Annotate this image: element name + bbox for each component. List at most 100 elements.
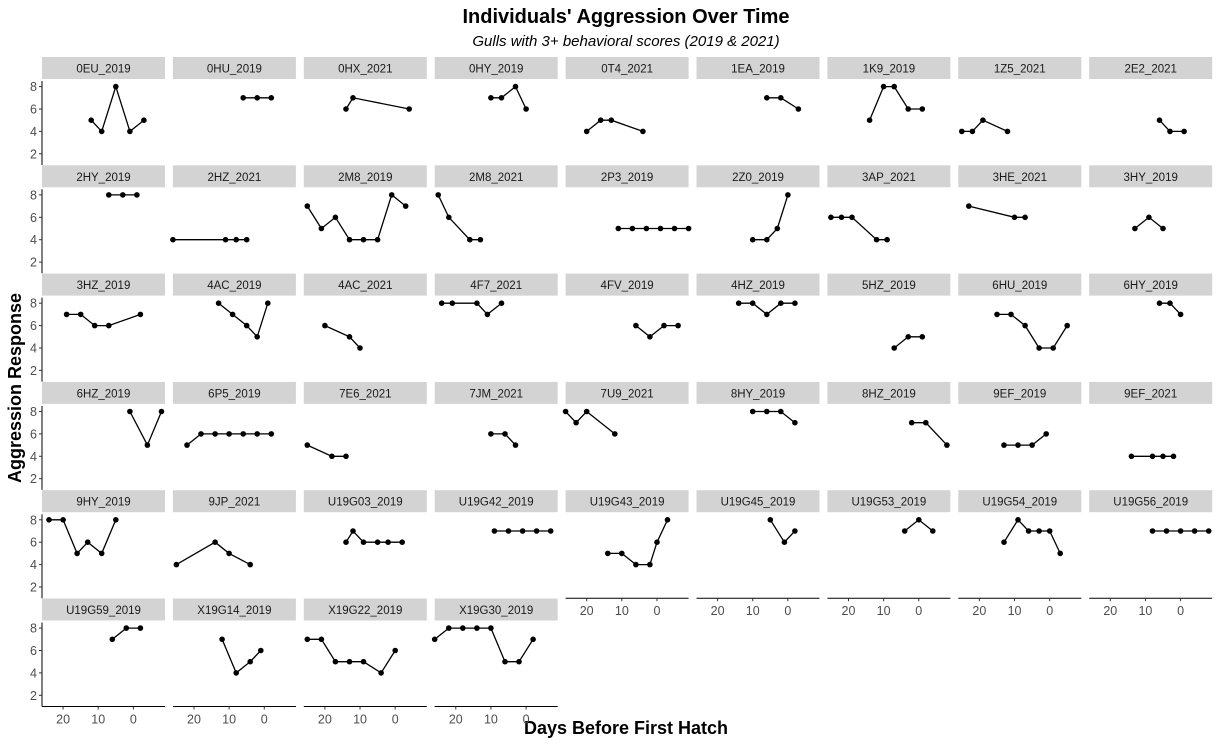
facet-panel: 3HZ_2019 2 4 6 8 [30,273,165,382]
series-line [66,313,141,327]
series-line [769,519,796,544]
data-point [764,95,770,101]
x-tick-label: 10 [1138,604,1152,618]
data-point [749,408,756,415]
series-line [176,541,251,566]
data-point [106,322,112,329]
y-tick-label: 4 [30,666,37,680]
facet-panel: 9EF_2021 [1089,381,1213,460]
facet-label: 2HY_2019 [76,172,130,184]
facet-panel: 7U9_2021 [562,381,689,437]
data-point [212,539,218,545]
facet-label: 4F7_2021 [470,280,522,292]
facet-label: 0EU_2019 [76,64,130,76]
facet-panel: 8HY_2019 [696,381,820,426]
facet-strip [434,165,558,188]
facet-label: U19G45_2019 [721,497,796,509]
series-line [307,638,396,674]
facet-label: 2M8_2021 [469,172,523,184]
data-point [113,517,119,523]
y-tick-label: 6 [30,427,37,441]
data-point [785,192,791,198]
facet-label: 2M8_2019 [338,172,392,184]
data-point [519,528,526,534]
data-point [357,345,363,351]
data-point [1181,128,1187,135]
data-point [1036,528,1042,534]
series-line [565,410,616,435]
facet-strip [1089,490,1213,513]
facet-panel: 3HE_2021 [958,165,1082,221]
series-line [434,627,534,663]
data-point [84,539,91,545]
data-point [547,528,554,534]
data-point [1008,311,1014,318]
facet-label: 2Z0_2019 [732,172,784,184]
data-point [346,236,353,243]
facet-strip [565,490,689,513]
facet-panel: 9HY_2019 2 4 6 8 [30,490,165,599]
facet-strip [42,273,165,296]
facet-strip [827,381,951,404]
x-tick-label: 10 [1008,604,1022,618]
data-point [318,636,325,643]
series-line [90,84,145,133]
y-tick-label: 2 [30,689,37,703]
data-point [240,431,246,437]
facet-panel: 0EU_2019 2 4 6 8 [30,57,165,165]
facet-strip [696,490,820,513]
facet-panel: 4F7_2021 [434,273,558,318]
facet-strip [303,57,427,79]
data-point [98,550,105,557]
x-tick-label: 20 [449,713,463,727]
series-line [911,422,948,446]
data-point [891,345,897,351]
y-tick-label: 2 [30,256,37,270]
data-point [60,517,66,523]
y-tick-label: 8 [30,622,37,636]
y-tick-label: 4 [30,233,37,247]
facet-panel: 1Z5_2021 [958,57,1082,135]
facet-label: 5HZ_2019 [862,280,916,292]
facet-strip [172,165,296,188]
facet-label: U19G43_2019 [590,497,665,509]
series-line [830,216,888,241]
data-point [573,419,579,426]
x-tick-label: 10 [91,713,105,727]
data-point [1046,528,1053,534]
data-point [247,658,253,665]
facet-panel: 0HX_2021 [303,57,427,112]
x-axis-title: Days Before First Hatch [524,718,728,738]
facet-label: X19G22_2019 [328,605,402,617]
y-tick-label: 8 [30,405,37,419]
data-point [350,528,356,534]
facet-panel: U19G45_2019 20 10 0 [696,490,820,618]
facet-panel: U19G56_2019 20 10 0 [1089,490,1213,618]
data-point [764,236,770,243]
data-point [46,517,52,523]
data-point [608,117,615,123]
facet-label: 7E6_2021 [339,388,391,400]
data-point [91,322,98,329]
data-point [343,106,349,112]
data-point [141,117,147,123]
series-line [306,193,407,241]
data-point [866,117,873,123]
data-point [795,106,802,112]
data-point [1036,345,1042,351]
facet-label: 1EA_2019 [731,64,785,76]
data-point [265,300,271,307]
data-point [212,431,218,437]
data-point [1149,528,1156,534]
data-point [343,453,349,460]
facet-panel: 4AC_2021 [303,273,427,351]
facet-label: 8HY_2019 [731,388,785,400]
data-point [446,214,452,221]
data-point [173,561,180,568]
facet-strip [434,381,558,404]
data-point [240,95,246,101]
facet-strip [303,381,427,404]
x-tick-label: 0 [392,713,399,727]
data-point [980,117,986,123]
facet-label: U19G54_2019 [982,497,1057,509]
